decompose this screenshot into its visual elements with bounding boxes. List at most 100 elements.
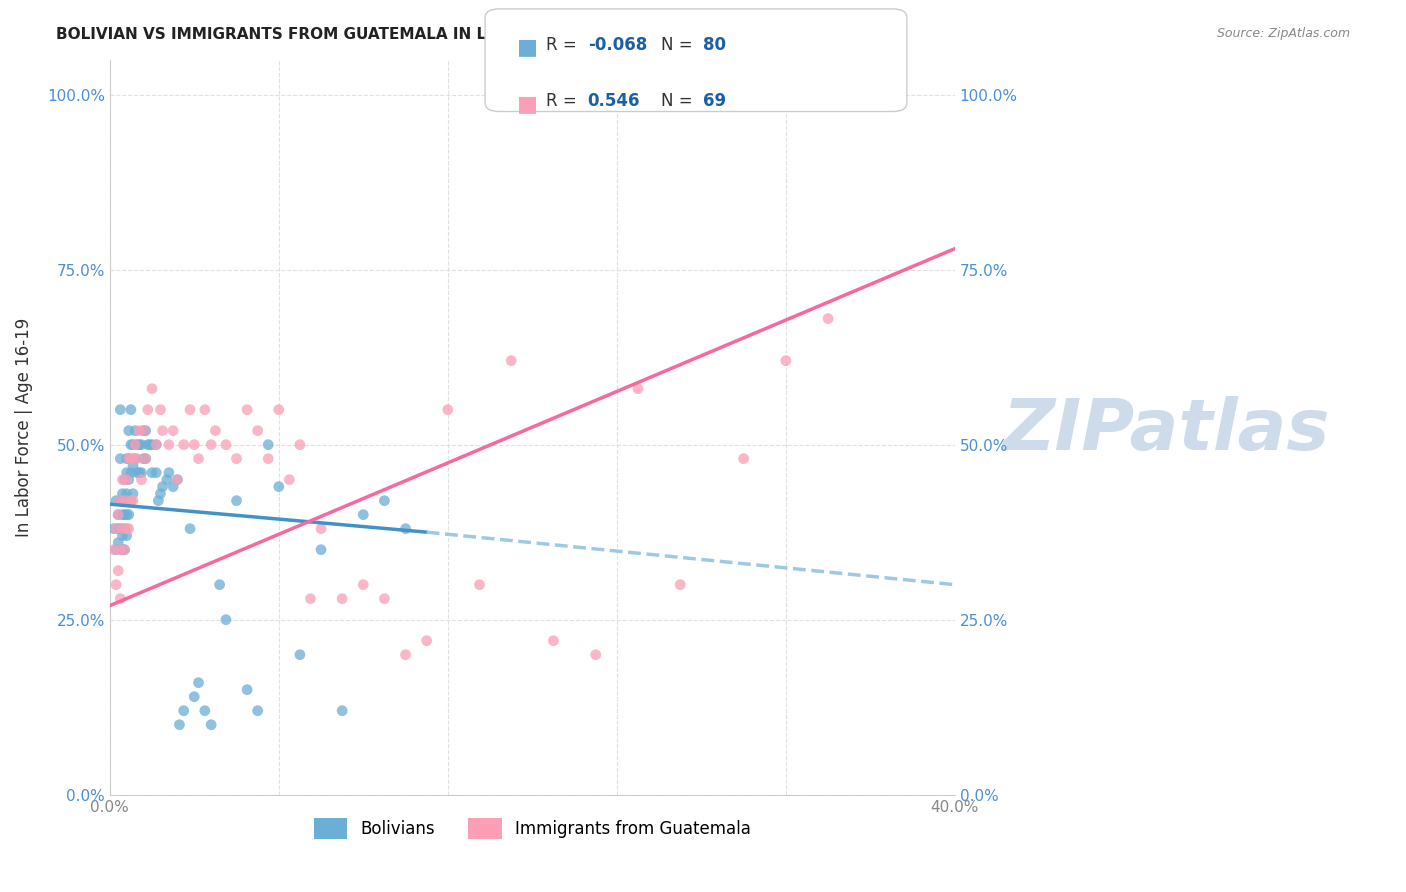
Point <box>838 87 860 102</box>
Point <box>187 675 209 690</box>
Point <box>118 451 141 466</box>
Point <box>299 591 322 606</box>
Point <box>200 437 222 451</box>
Point <box>156 473 179 487</box>
Point <box>373 493 395 508</box>
Point <box>157 466 180 480</box>
Point <box>114 542 136 557</box>
Point <box>115 451 138 466</box>
Point <box>115 486 138 500</box>
Text: 0.546: 0.546 <box>588 92 640 110</box>
Text: -0.068: -0.068 <box>588 36 647 54</box>
Point <box>111 473 134 487</box>
Text: N =: N = <box>661 36 697 54</box>
Point <box>114 522 136 536</box>
Point <box>122 437 145 451</box>
Point <box>107 564 129 578</box>
Point <box>118 508 141 522</box>
Point <box>200 717 222 731</box>
Point <box>309 522 332 536</box>
Point <box>111 486 134 500</box>
Point <box>288 437 311 451</box>
Point <box>122 458 145 473</box>
Point <box>105 577 128 591</box>
Point <box>309 542 332 557</box>
Point <box>179 522 201 536</box>
Point <box>127 466 149 480</box>
Point <box>111 542 134 557</box>
Point <box>141 437 163 451</box>
Text: 80: 80 <box>703 36 725 54</box>
Point <box>110 542 132 557</box>
Point <box>110 402 132 417</box>
Point <box>131 437 153 451</box>
Point <box>111 522 134 536</box>
Text: Source: ZipAtlas.com: Source: ZipAtlas.com <box>1216 27 1350 40</box>
Point <box>110 591 132 606</box>
Point <box>122 493 145 508</box>
Point <box>145 466 167 480</box>
Point <box>107 535 129 549</box>
Point <box>267 480 290 494</box>
Point <box>135 451 157 466</box>
Point <box>141 466 163 480</box>
Point <box>173 704 195 718</box>
Point <box>215 437 238 451</box>
Point <box>880 87 903 102</box>
Point <box>148 493 170 508</box>
Point <box>111 529 134 543</box>
Point <box>114 473 136 487</box>
Point <box>394 522 416 536</box>
Point <box>105 493 128 508</box>
Point <box>436 402 458 417</box>
Point <box>330 704 353 718</box>
Point <box>257 437 280 451</box>
Point <box>204 424 226 438</box>
Point <box>131 473 153 487</box>
Point <box>136 437 159 451</box>
Point <box>128 466 150 480</box>
Point <box>136 402 159 417</box>
Point <box>585 648 607 662</box>
Point <box>114 493 136 508</box>
Point <box>543 633 565 648</box>
Point <box>110 493 132 508</box>
Point <box>194 402 217 417</box>
Point <box>236 682 259 697</box>
Point <box>110 451 132 466</box>
Point <box>118 473 141 487</box>
Point <box>110 493 132 508</box>
Point <box>120 402 142 417</box>
Point <box>107 522 129 536</box>
Text: R =: R = <box>546 92 582 110</box>
Text: BOLIVIAN VS IMMIGRANTS FROM GUATEMALA IN LABOR FORCE | AGE 16-19 CORRELATION CHA: BOLIVIAN VS IMMIGRANTS FROM GUATEMALA IN… <box>56 27 889 43</box>
Point <box>131 466 153 480</box>
Y-axis label: In Labor Force | Age 16-19: In Labor Force | Age 16-19 <box>15 318 32 537</box>
Point <box>103 542 125 557</box>
Point <box>128 437 150 451</box>
Point <box>501 353 523 368</box>
Point <box>127 437 149 451</box>
Legend: Bolivians, Immigrants from Guatemala: Bolivians, Immigrants from Guatemala <box>307 812 758 846</box>
Point <box>166 473 188 487</box>
Point <box>208 577 231 591</box>
Text: 69: 69 <box>703 92 725 110</box>
Point <box>115 473 138 487</box>
Point <box>415 633 437 648</box>
Point <box>288 648 311 662</box>
Point <box>859 87 882 102</box>
Point <box>246 424 269 438</box>
Point <box>124 437 146 451</box>
Point <box>173 437 195 451</box>
Point <box>468 577 491 591</box>
Point <box>120 493 142 508</box>
Point <box>118 424 141 438</box>
Point <box>278 473 301 487</box>
Point <box>179 402 201 417</box>
Point <box>118 522 141 536</box>
Point <box>162 480 184 494</box>
Point <box>105 522 128 536</box>
Point <box>124 451 146 466</box>
Point <box>149 486 172 500</box>
Point <box>135 451 157 466</box>
